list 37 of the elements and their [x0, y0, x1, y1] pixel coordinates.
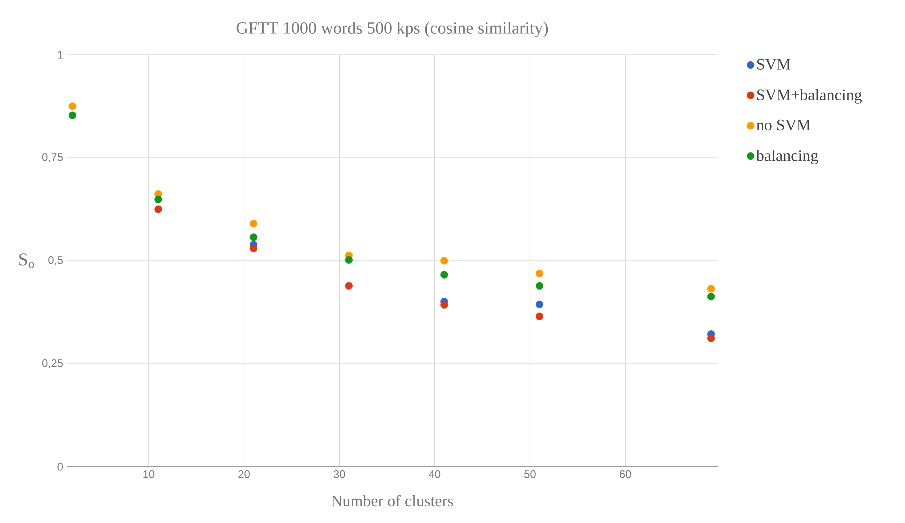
x-tick-label: 10 — [144, 470, 155, 478]
point — [708, 285, 716, 293]
point — [345, 256, 353, 264]
point — [536, 270, 544, 278]
point — [708, 293, 716, 301]
point — [345, 282, 353, 290]
point — [536, 282, 544, 290]
point — [250, 244, 258, 252]
legend-label: no SVM — [756, 120, 811, 131]
x-tick-label: 20 — [238, 470, 250, 478]
y-tick-label: 1 — [58, 51, 63, 59]
legend-label: SVM+balancing — [758, 89, 862, 104]
legend-label: SVM — [758, 59, 791, 70]
x-tick-label: 60 — [620, 470, 632, 478]
x-axis-title: Number of clusters — [332, 495, 454, 507]
point — [440, 257, 448, 265]
x-tick-label: 50 — [524, 470, 536, 478]
y-tick-label: 0,75 — [42, 153, 63, 163]
x-tick-label: 40 — [429, 470, 441, 478]
point — [154, 206, 162, 214]
point — [440, 301, 448, 309]
point — [536, 312, 544, 320]
chart-title: GFTT 1000 words 500 kps (cosine similarity) — [236, 22, 548, 38]
point — [68, 102, 77, 110]
point — [154, 196, 162, 204]
legend-label: balancing — [756, 150, 818, 165]
y-tick-label: 0,25 — [42, 359, 63, 369]
point — [250, 234, 258, 242]
point — [536, 300, 544, 308]
x-tick-label: 30 — [334, 470, 346, 478]
y-tick-label: 0 — [58, 463, 64, 471]
y-tick-label: 0,5 — [48, 256, 63, 266]
point — [68, 112, 77, 120]
y-axis-title: S$_{o}$ — [20, 254, 34, 268]
point — [708, 334, 716, 342]
point — [440, 271, 448, 279]
point — [250, 220, 258, 228]
